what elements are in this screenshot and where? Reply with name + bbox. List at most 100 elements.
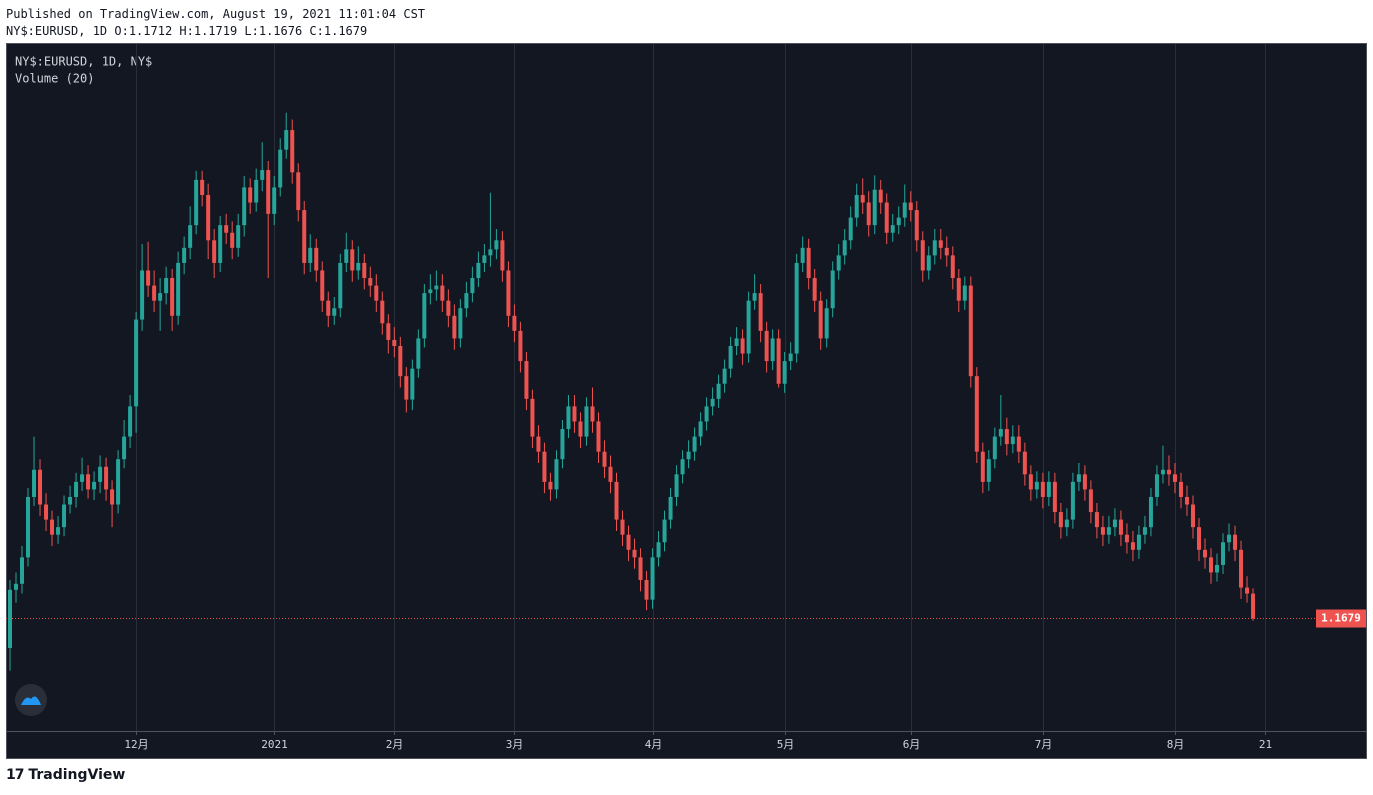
candle-body	[818, 300, 823, 339]
candle-body	[704, 406, 709, 422]
candle-body	[542, 451, 547, 482]
candle-body	[512, 315, 517, 331]
candle-body	[1112, 519, 1117, 528]
candle-body	[386, 323, 391, 340]
candle-body	[332, 308, 337, 316]
candle-body	[908, 202, 913, 211]
candle-body	[716, 383, 721, 399]
candle-body	[764, 330, 769, 362]
candle-body	[494, 240, 499, 250]
candle-body	[758, 293, 763, 331]
candle-body	[848, 217, 853, 241]
candle-body	[710, 398, 715, 407]
candle-body	[1227, 534, 1232, 543]
candle-body	[140, 270, 145, 320]
candle-body	[806, 247, 811, 279]
candle-body	[128, 406, 133, 437]
candle-body	[374, 285, 379, 301]
candle-body	[104, 466, 109, 490]
candle-body	[1034, 481, 1039, 490]
candle-body	[854, 194, 859, 218]
candle-body	[392, 339, 397, 346]
x-tick-label: 4月	[645, 738, 663, 751]
x-tick-label: 5月	[777, 738, 795, 751]
candle-body	[638, 557, 643, 581]
published-line: Published on TradingView.com, August 19,…	[6, 7, 426, 21]
candle-body	[146, 270, 151, 286]
candle-body	[1215, 564, 1220, 573]
candle-body	[296, 172, 301, 211]
candle-body	[890, 225, 895, 233]
candle-body	[308, 247, 313, 263]
candle-body	[644, 580, 649, 600]
candle-body	[1154, 474, 1159, 497]
candle-body	[476, 262, 481, 279]
candle-body	[440, 285, 445, 301]
candle-body	[1070, 481, 1075, 520]
candle-body	[32, 469, 37, 497]
candle-body	[1100, 527, 1105, 535]
x-tick-label: 2月	[386, 738, 404, 751]
candle-body	[914, 210, 919, 241]
candle-body	[1160, 469, 1165, 475]
candle-body	[608, 466, 613, 482]
x-tick-label: 6月	[903, 738, 921, 751]
candle-body	[536, 436, 541, 452]
candle-body	[194, 179, 199, 226]
candle-body	[692, 436, 697, 452]
x-tick-label: 2021	[261, 738, 288, 751]
candle-body	[1058, 512, 1063, 528]
candle-body	[728, 345, 733, 369]
candle-body	[860, 194, 865, 203]
candle-body	[50, 519, 55, 535]
candle-body	[746, 300, 751, 354]
candle-body	[314, 247, 319, 271]
candle-body	[230, 232, 235, 248]
candle-body	[1088, 489, 1093, 513]
x-tick-label: 12月	[124, 738, 148, 751]
candle-body	[770, 338, 775, 362]
candle-body	[152, 285, 157, 301]
candle-body	[992, 436, 997, 460]
candle-body	[656, 542, 661, 558]
candle-body	[1130, 542, 1135, 550]
candle-body	[1233, 534, 1238, 550]
candle-body	[740, 338, 745, 354]
candle-body	[158, 293, 163, 301]
candle-body	[872, 189, 877, 226]
candle-body	[1136, 534, 1141, 550]
candle-body	[1172, 474, 1177, 482]
brand-name: TradingView	[28, 767, 126, 783]
candle-body	[1166, 469, 1171, 475]
candle-body	[290, 130, 295, 173]
candle-body	[800, 247, 805, 263]
candle-body	[1142, 527, 1147, 535]
candle-body	[530, 398, 535, 437]
candle-body	[1028, 474, 1033, 490]
candle-body	[350, 249, 355, 271]
candle-body	[86, 474, 91, 490]
candle-body	[566, 406, 571, 430]
candle-body	[404, 376, 409, 400]
candle-body	[110, 489, 115, 505]
candle-body	[188, 225, 193, 248]
candle-body	[452, 315, 457, 339]
candle-body	[698, 421, 703, 437]
candle-body	[782, 361, 787, 384]
candle-body	[326, 300, 331, 316]
candle-body	[1010, 436, 1015, 445]
candle-body	[218, 225, 223, 263]
candle-body	[368, 278, 373, 286]
candle-body	[812, 278, 817, 301]
candle-body	[1094, 512, 1099, 528]
candle-body	[1040, 481, 1045, 497]
candle-body	[548, 481, 553, 490]
candle-body	[416, 338, 421, 369]
candle-body	[614, 481, 619, 520]
candle-body	[422, 293, 427, 339]
candle-body	[974, 376, 979, 452]
candle-body	[38, 469, 43, 505]
candle-body	[434, 285, 439, 290]
candle-body	[1202, 549, 1207, 558]
